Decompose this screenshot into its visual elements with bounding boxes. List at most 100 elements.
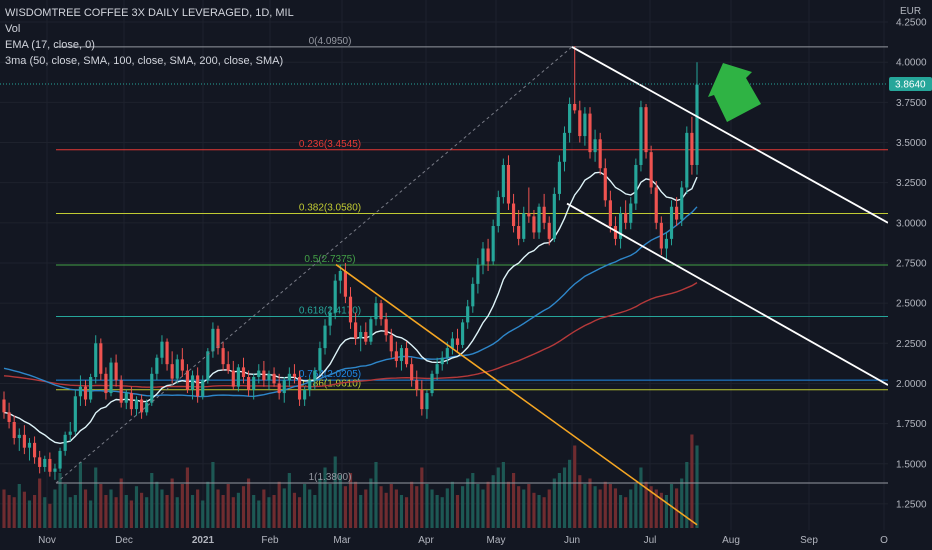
candle-body	[211, 328, 215, 352]
candle-body	[557, 161, 561, 194]
candle-body	[313, 370, 317, 381]
y-tick-label: 4.0000	[896, 58, 927, 69]
volume-bar	[27, 500, 32, 528]
candle-body	[201, 380, 205, 397]
candle-body	[180, 359, 184, 371]
fib-label: 1(1.3800)	[309, 472, 352, 483]
candle-body	[99, 343, 103, 374]
x-tick-label: Mar	[333, 535, 351, 546]
volume-bar	[267, 497, 271, 528]
up-arrow-icon	[708, 63, 761, 122]
candle-body	[466, 306, 470, 323]
candle-body	[297, 377, 302, 400]
candle-body	[323, 325, 327, 349]
volume-bar	[73, 495, 77, 528]
candle-body	[303, 389, 307, 400]
x-tick-label: 2021	[192, 535, 215, 546]
fib-label: 0.382(3.0580)	[299, 202, 361, 213]
volume-bar	[415, 486, 419, 528]
volume-bar	[394, 489, 398, 528]
volume-bar	[99, 484, 103, 528]
candle-body	[359, 332, 363, 339]
candle-body	[598, 139, 602, 169]
volume-legend[interactable]: Vol	[5, 23, 21, 35]
candle-body	[644, 107, 648, 153]
candle-body	[287, 373, 291, 381]
candle-body	[272, 373, 276, 384]
candle-body	[12, 421, 16, 439]
candle-body	[685, 132, 689, 188]
volume-bars	[2, 434, 699, 528]
volume-bar	[461, 486, 465, 528]
candle-body	[73, 396, 77, 432]
volume-bar	[175, 497, 179, 528]
volume-bar	[618, 495, 623, 528]
candle-body	[690, 132, 694, 165]
candle-body	[491, 226, 495, 262]
candle-body	[170, 364, 174, 379]
candle-body	[659, 222, 663, 249]
volume-bar	[58, 473, 62, 528]
volume-bar	[685, 462, 689, 528]
candle-body	[389, 335, 393, 352]
volume-bar	[471, 473, 475, 528]
drawings[interactable]	[0, 46, 889, 526]
candle-body	[634, 164, 638, 204]
candle-body	[343, 271, 347, 297]
candle-body	[496, 197, 500, 227]
candle-body	[404, 348, 409, 365]
volume-bar	[185, 467, 190, 528]
candle-body	[262, 370, 266, 381]
candle-body	[680, 187, 684, 220]
volume-bar	[287, 473, 291, 528]
candle-body	[415, 380, 419, 390]
volume-bar	[22, 491, 26, 528]
volume-bar	[506, 481, 511, 528]
volume-bar	[680, 478, 684, 528]
x-tick-label: Jun	[564, 535, 580, 546]
volume-bar	[481, 489, 485, 528]
channel-upper-line	[571, 46, 889, 224]
candle-body	[104, 373, 108, 394]
candle-body	[155, 357, 159, 374]
volume-bar	[491, 475, 495, 528]
volume-bar	[272, 495, 276, 528]
candle-body	[532, 216, 536, 233]
volume-bar	[532, 492, 536, 528]
candle-body	[481, 248, 485, 265]
candle-body	[43, 458, 47, 467]
candle-body	[603, 168, 607, 201]
ema-legend[interactable]: EMA (17, close, 0)	[5, 39, 95, 51]
candle-body	[7, 412, 11, 422]
volume-bar	[354, 481, 358, 528]
candle-body	[63, 434, 67, 451]
volume-bar	[639, 467, 643, 528]
volume-bar	[410, 481, 414, 528]
volume-bar	[695, 445, 699, 528]
volume-bar	[496, 467, 500, 528]
volume-bar	[129, 500, 133, 528]
sma-legend[interactable]: 3ma (50, close, SMA, 100, close, SMA, 20…	[5, 55, 284, 67]
volume-bar	[180, 484, 184, 528]
candle-body	[440, 357, 444, 365]
volume-bar	[588, 478, 592, 528]
candle-body	[114, 362, 118, 381]
volume-bar	[624, 497, 628, 528]
candle-body	[140, 399, 144, 413]
fib-label: 0.786(1.9610)	[299, 379, 361, 390]
symbol-title[interactable]: WISDOMTREE COFFEE 3X DAILY LEVERAGED, 1D…	[5, 7, 294, 19]
candle-body	[675, 206, 679, 220]
y-tick-label: 4.2500	[896, 18, 927, 29]
candle-body	[206, 351, 210, 381]
candle-body	[506, 164, 511, 204]
volume-bar	[369, 478, 373, 528]
candle-body	[252, 377, 256, 390]
y-tick-label: 2.0000	[896, 379, 927, 390]
volume-bar	[343, 486, 347, 528]
volume-bar	[659, 492, 663, 528]
volume-bar	[277, 481, 281, 528]
volume-bar	[573, 445, 577, 528]
time-axis[interactable]: Nov Dec 2021 Feb Mar Apr May Jun Jul Aug Sep O	[38, 535, 888, 546]
volume-bar	[140, 492, 144, 528]
